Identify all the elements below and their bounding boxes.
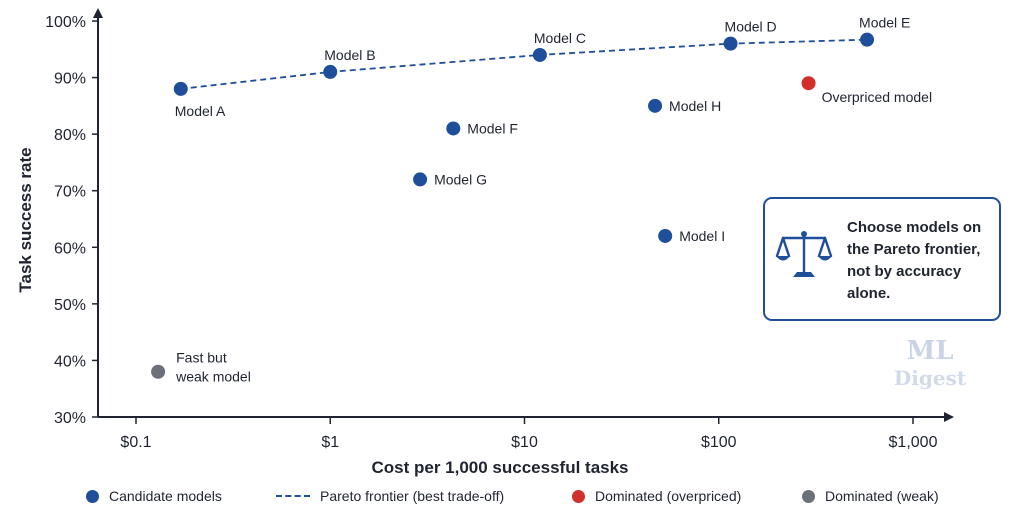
y-tick-label: 40% bbox=[54, 353, 86, 370]
watermark-line1: ML bbox=[906, 336, 954, 366]
legend-item-candidate-models: Candidate models bbox=[86, 484, 222, 508]
data-point bbox=[658, 228, 673, 243]
x-tick-label: $1,000 bbox=[889, 434, 938, 451]
x-tick-label: $10 bbox=[511, 434, 538, 451]
data-point bbox=[173, 81, 188, 96]
data-point bbox=[532, 47, 547, 62]
watermark-line2: Digest bbox=[893, 366, 967, 390]
data-point bbox=[648, 98, 663, 113]
x-axis-title: Cost per 1,000 successful tasks bbox=[371, 458, 628, 477]
legend-marker bbox=[802, 489, 815, 503]
data-point bbox=[860, 32, 875, 47]
point-label: Fast but weak model bbox=[175, 350, 251, 385]
point-label: Model B bbox=[324, 47, 375, 63]
pareto-frontier-line bbox=[180, 38, 868, 90]
data-point bbox=[323, 64, 338, 79]
legend-marker bbox=[276, 495, 310, 497]
point-label: Model D bbox=[725, 19, 777, 35]
data-point bbox=[413, 172, 428, 187]
chart: $0.1 $1 $10 $100 $1,000 30% 40% 50% 60% 70% 80% 90%… bbox=[16, 8, 954, 477]
callout-text: Choose models on the Pareto frontier, no… bbox=[847, 219, 982, 302]
point-label: Model A bbox=[175, 103, 226, 119]
point-label: Model E bbox=[859, 15, 910, 31]
x-tick-label: $1 bbox=[321, 434, 339, 451]
legend-marker bbox=[86, 489, 99, 503]
point-label: Model H bbox=[669, 98, 721, 114]
legend-item-dominated-weak: Dominated (weak) bbox=[802, 484, 939, 508]
y-tick-label: 30% bbox=[54, 410, 86, 427]
watermark-logo: ML Digest bbox=[880, 336, 980, 394]
legend-label: Candidate models bbox=[109, 488, 222, 504]
data-point bbox=[801, 76, 816, 91]
legend: Candidate models Pareto frontier (best t… bbox=[0, 484, 1024, 508]
data-point bbox=[151, 364, 166, 379]
x-tick-label: $100 bbox=[701, 434, 737, 451]
legend-label: Dominated (overpriced) bbox=[595, 488, 742, 504]
legend-item-pareto-frontier: Pareto frontier (best trade-off) bbox=[276, 484, 504, 508]
insight-callout: Choose models on the Pareto frontier, no… bbox=[763, 197, 1001, 321]
point-label: Model G bbox=[434, 171, 487, 187]
y-tick-label: 100% bbox=[45, 14, 86, 31]
point-label: Model I bbox=[679, 228, 725, 244]
x-tick-label: $0.1 bbox=[120, 434, 151, 451]
legend-marker bbox=[572, 489, 585, 503]
y-tick-label: 70% bbox=[54, 184, 86, 201]
y-tick-label: 90% bbox=[54, 71, 86, 88]
legend-label: Pareto frontier (best trade-off) bbox=[320, 488, 505, 504]
legend-label: Dominated (weak) bbox=[825, 488, 939, 504]
point-label: Model F bbox=[467, 120, 518, 136]
data-point bbox=[723, 36, 738, 51]
legend-item-dominated-overpriced: Dominated (overpriced) bbox=[572, 484, 741, 508]
y-axis-title: Task success rate bbox=[16, 147, 35, 292]
point-label: Overpriced model bbox=[822, 89, 933, 105]
scale-icon bbox=[775, 231, 833, 277]
y-tick-label: 60% bbox=[54, 240, 86, 257]
y-tick-label: 80% bbox=[54, 127, 86, 144]
data-point bbox=[446, 121, 461, 136]
point-label: Model C bbox=[534, 30, 586, 46]
y-tick-label: 50% bbox=[54, 297, 86, 314]
